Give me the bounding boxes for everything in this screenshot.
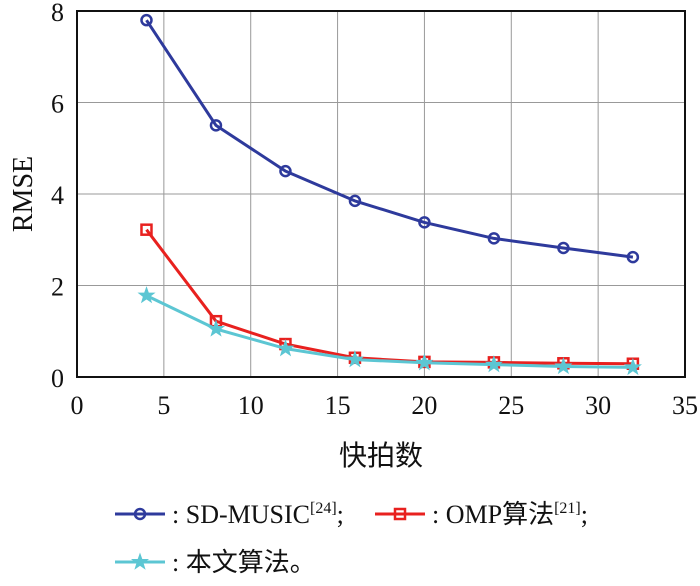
- x-tick-label: 5: [157, 391, 170, 420]
- legend-name: OMP算法: [446, 500, 554, 529]
- series-line: [145, 294, 633, 369]
- legend-entry: : SD-MUSIC[24];: [115, 500, 344, 529]
- data-point: [415, 353, 434, 371]
- legend-separator: :: [432, 500, 446, 529]
- x-tick-label: 20: [411, 391, 437, 420]
- series-circle: [140, 13, 640, 264]
- x-tick-label: 15: [325, 391, 351, 420]
- x-tick-labels: 0 5 10 15 20 25 30 35: [71, 391, 699, 420]
- x-tick-label: 25: [498, 391, 524, 420]
- y-tick-label: 6: [51, 90, 64, 119]
- y-axis-label: RMSE: [8, 156, 39, 232]
- data-point: [418, 216, 431, 229]
- data-point: [626, 250, 640, 264]
- data-point: [140, 13, 153, 27]
- legend-separator: :: [172, 548, 186, 577]
- data-point: [279, 164, 292, 178]
- x-tick-label: 35: [672, 391, 698, 420]
- legend-marker: [130, 552, 150, 570]
- x-tick-label: 30: [585, 391, 611, 420]
- legend-label: : SD-MUSIC[24];: [172, 500, 344, 529]
- legend: : SD-MUSIC[24];: OMP算法[21];: 本文算法。: [115, 500, 588, 577]
- y-tick-labels: 0 2 4 6 8: [51, 0, 64, 393]
- data-point: [484, 355, 503, 373]
- y-tick-label: 8: [51, 0, 64, 27]
- data-point: [209, 119, 223, 132]
- data-point: [487, 232, 501, 245]
- x-tick-label: 0: [71, 391, 84, 420]
- series-square: [140, 223, 640, 370]
- series-star: [137, 286, 642, 376]
- y-tick-label: 2: [51, 273, 64, 302]
- y-tick-label: 4: [51, 181, 64, 210]
- y-tick-label: 0: [51, 364, 64, 393]
- data-point: [623, 357, 642, 376]
- x-tick-label: 10: [238, 391, 264, 420]
- legend-label: : 本文算法。: [172, 548, 316, 577]
- legend-separator: :: [172, 500, 186, 529]
- legend-name: 本文算法: [186, 548, 290, 577]
- legend-ref: [24]: [310, 500, 337, 517]
- data-point: [276, 339, 295, 357]
- legend-marker: [393, 507, 407, 521]
- legend-name: SD-MUSIC: [186, 500, 310, 529]
- series-lines: [137, 13, 642, 376]
- legend-suffix: ;: [337, 500, 344, 529]
- plot-frame: [76, 10, 686, 378]
- legend-ref: [21]: [554, 500, 581, 517]
- x-axis-label: 快拍数: [339, 440, 423, 472]
- legend-suffix: ;: [581, 500, 588, 529]
- data-point: [554, 356, 573, 375]
- legend-marker: [133, 507, 147, 521]
- data-point: [345, 350, 365, 368]
- data-point: [348, 194, 362, 208]
- grid: [76, 10, 686, 378]
- data-point: [140, 223, 153, 236]
- legend-label: : OMP算法[21];: [432, 500, 588, 529]
- series-line: [145, 19, 634, 259]
- legend-suffix: 。: [290, 548, 316, 577]
- legend-entry: : 本文算法。: [115, 548, 316, 577]
- data-point: [206, 319, 226, 337]
- data-point: [137, 286, 156, 304]
- legend-entry: : OMP算法[21];: [375, 500, 588, 529]
- data-point: [557, 241, 570, 255]
